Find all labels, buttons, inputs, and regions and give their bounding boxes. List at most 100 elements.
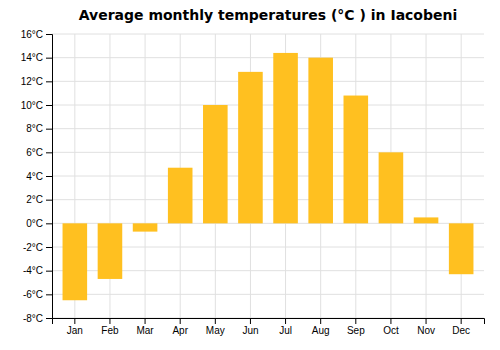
tick: 6°C <box>26 147 52 158</box>
tick-label: Oct <box>383 325 399 336</box>
grid-line <box>52 128 484 129</box>
tick: Jun <box>242 318 258 336</box>
y-axis: -8°C -6°C -4°C -2°C 0°C 2°C 4°C 6°C 8°C 10°C 12°C 1… <box>21 29 53 324</box>
tick: -6°C <box>23 289 52 300</box>
axis-line <box>46 35 53 319</box>
grid-line <box>52 57 484 58</box>
tick-label: May <box>206 325 225 336</box>
tick-mark <box>145 318 146 324</box>
tick-mark <box>46 223 52 224</box>
tick-mark <box>461 318 462 324</box>
grid <box>52 34 484 318</box>
plot: -8°C -6°C -4°C -2°C 0°C 2°C 4°C 6°C 8°C 10°C 12°C 1… <box>21 29 485 336</box>
tick-mark <box>46 105 52 106</box>
tick: 10°C <box>21 100 52 111</box>
bar <box>414 217 439 223</box>
tick-mark <box>109 318 110 324</box>
tick-label: 12°C <box>21 76 43 87</box>
grid-line <box>52 294 484 295</box>
tick-mark <box>426 318 427 324</box>
grid-line <box>145 34 146 318</box>
bar <box>344 96 369 224</box>
tick: Nov <box>417 318 435 336</box>
tick-label: 0°C <box>26 218 43 229</box>
axis-line <box>53 319 485 325</box>
x-axis: Jan Feb Mar Apr May Jun Jul Aug Sep Oct Nov Dec <box>53 318 485 336</box>
tick-mark <box>46 176 52 177</box>
bar <box>379 152 404 223</box>
tick-mark <box>46 81 52 82</box>
grid-line <box>52 81 484 82</box>
tick: Sep <box>347 318 365 336</box>
tick-mark <box>46 247 52 248</box>
tick: May <box>206 318 225 336</box>
tick: Aug <box>312 318 330 336</box>
tick-label: Dec <box>452 325 470 336</box>
tick: -4°C <box>23 265 52 276</box>
tick-mark <box>320 318 321 324</box>
tick-label: 4°C <box>26 171 43 182</box>
bar <box>238 72 263 223</box>
tick-mark <box>46 129 52 130</box>
bar <box>308 58 333 224</box>
tick-label: -8°C <box>23 313 43 324</box>
tick-label: Feb <box>101 325 119 336</box>
tick-label: Mar <box>136 325 154 336</box>
tick-label: 6°C <box>26 147 43 158</box>
tick-label: -6°C <box>23 289 43 300</box>
tick-label: -4°C <box>23 265 43 276</box>
tick: Jan <box>67 318 83 336</box>
tick-label: Aug <box>312 325 330 336</box>
grid-line <box>52 34 484 35</box>
tick: 4°C <box>26 171 52 182</box>
tick: 12°C <box>21 76 52 87</box>
tick: Apr <box>172 318 188 336</box>
tick-mark <box>355 318 356 324</box>
tick: Dec <box>452 318 470 336</box>
tick-label: Sep <box>347 325 365 336</box>
tick-mark <box>285 318 286 324</box>
tick-label: 14°C <box>21 52 43 63</box>
tick-mark <box>180 318 181 324</box>
bar <box>203 105 228 223</box>
grid-line <box>52 176 484 177</box>
tick-mark <box>46 152 52 153</box>
title: Average monthly temperatures (°C ) in Ia… <box>79 7 458 23</box>
tick-mark <box>46 34 52 35</box>
grid-line <box>461 34 462 318</box>
tick: Oct <box>383 318 399 336</box>
tick: Jul <box>279 318 292 336</box>
bar <box>273 53 298 223</box>
tick-mark <box>46 271 52 272</box>
tick: -8°C <box>23 313 52 324</box>
tick-mark <box>46 318 52 319</box>
bar <box>98 223 123 279</box>
tick-mark <box>46 58 52 59</box>
tick-label: 2°C <box>26 194 43 205</box>
tick: -2°C <box>23 242 52 253</box>
bars <box>63 53 474 300</box>
tick-mark <box>74 318 75 324</box>
grid-line <box>426 34 427 318</box>
tick: 0°C <box>26 218 52 229</box>
tick: 16°C <box>21 29 52 40</box>
bar <box>449 223 474 274</box>
tick-label: -2°C <box>23 242 43 253</box>
grid-line <box>52 105 484 106</box>
tick-mark <box>390 318 391 324</box>
tick-label: 10°C <box>21 100 43 111</box>
tick-mark <box>46 200 52 201</box>
tick-label: Jun <box>242 325 258 336</box>
grid-line <box>52 199 484 200</box>
tick-mark <box>215 318 216 324</box>
tick: 2°C <box>26 194 52 205</box>
tick-mark <box>46 294 52 295</box>
chart: -8°C -6°C -4°C -2°C 0°C 2°C 4°C 6°C 8°C 10°C 12°C 1… <box>0 0 500 350</box>
grid-line <box>52 152 484 153</box>
bar <box>133 223 158 231</box>
tick-label: 8°C <box>26 123 43 134</box>
tick-label: Jan <box>67 325 83 336</box>
tick-mark <box>250 318 251 324</box>
tick: 8°C <box>26 123 52 134</box>
tick-label: Apr <box>172 325 188 336</box>
